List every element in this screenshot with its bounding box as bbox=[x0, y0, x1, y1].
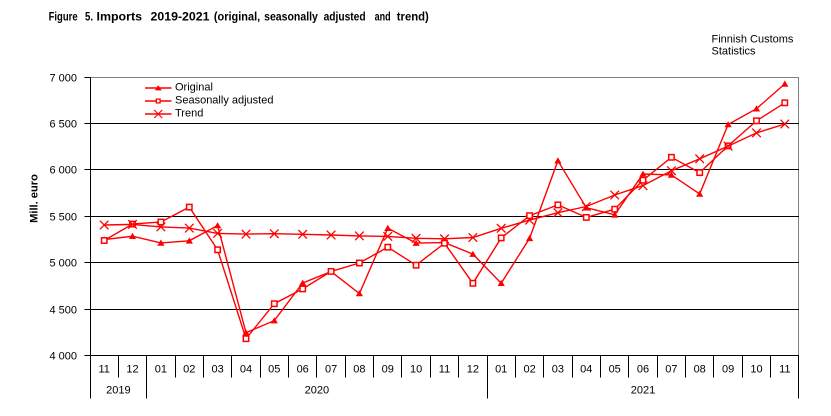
svg-text:02: 02 bbox=[183, 364, 195, 376]
svg-text:Mill. euro: Mill. euro bbox=[29, 174, 41, 223]
svg-text:07: 07 bbox=[325, 364, 337, 376]
svg-text:6 000: 6 000 bbox=[49, 164, 77, 176]
svg-text:08: 08 bbox=[694, 364, 706, 376]
svg-text:Finnish Customs: Finnish Customs bbox=[712, 33, 794, 45]
svg-text:Trend: Trend bbox=[175, 108, 203, 120]
svg-text:08: 08 bbox=[353, 364, 365, 376]
svg-text:01: 01 bbox=[155, 364, 167, 376]
svg-text:12: 12 bbox=[467, 364, 479, 376]
svg-text:01: 01 bbox=[495, 364, 507, 376]
svg-text:Original: Original bbox=[175, 82, 213, 94]
svg-text:2021: 2021 bbox=[631, 385, 655, 397]
svg-text:07: 07 bbox=[665, 364, 677, 376]
svg-text:03: 03 bbox=[552, 364, 564, 376]
svg-text:11: 11 bbox=[439, 364, 450, 376]
svg-text:03: 03 bbox=[211, 364, 223, 376]
svg-text:06: 06 bbox=[297, 364, 309, 376]
svg-text:7 000: 7 000 bbox=[49, 72, 77, 84]
svg-text:5 000: 5 000 bbox=[49, 257, 77, 269]
svg-text:04: 04 bbox=[580, 364, 592, 376]
svg-text:12: 12 bbox=[126, 364, 138, 376]
svg-text:11: 11 bbox=[779, 364, 790, 376]
svg-text:10: 10 bbox=[750, 364, 762, 376]
svg-text:06: 06 bbox=[637, 364, 649, 376]
svg-text:5 500: 5 500 bbox=[49, 211, 77, 223]
svg-text:Seasonally adjusted: Seasonally adjusted bbox=[175, 95, 273, 107]
svg-text:4 500: 4 500 bbox=[49, 304, 77, 316]
svg-text:05: 05 bbox=[609, 364, 621, 376]
svg-text:02: 02 bbox=[523, 364, 535, 376]
svg-text:2019: 2019 bbox=[106, 385, 130, 397]
svg-text:09: 09 bbox=[382, 364, 394, 376]
svg-text:6 500: 6 500 bbox=[49, 118, 77, 130]
svg-text:10: 10 bbox=[410, 364, 422, 376]
svg-text:04: 04 bbox=[240, 364, 252, 376]
svg-text:Statistics: Statistics bbox=[712, 46, 757, 58]
svg-text:05: 05 bbox=[268, 364, 280, 376]
svg-text:11: 11 bbox=[98, 364, 109, 376]
svg-text:4 000: 4 000 bbox=[49, 350, 77, 362]
svg-text:2020: 2020 bbox=[305, 385, 329, 397]
svg-text:09: 09 bbox=[722, 364, 734, 376]
